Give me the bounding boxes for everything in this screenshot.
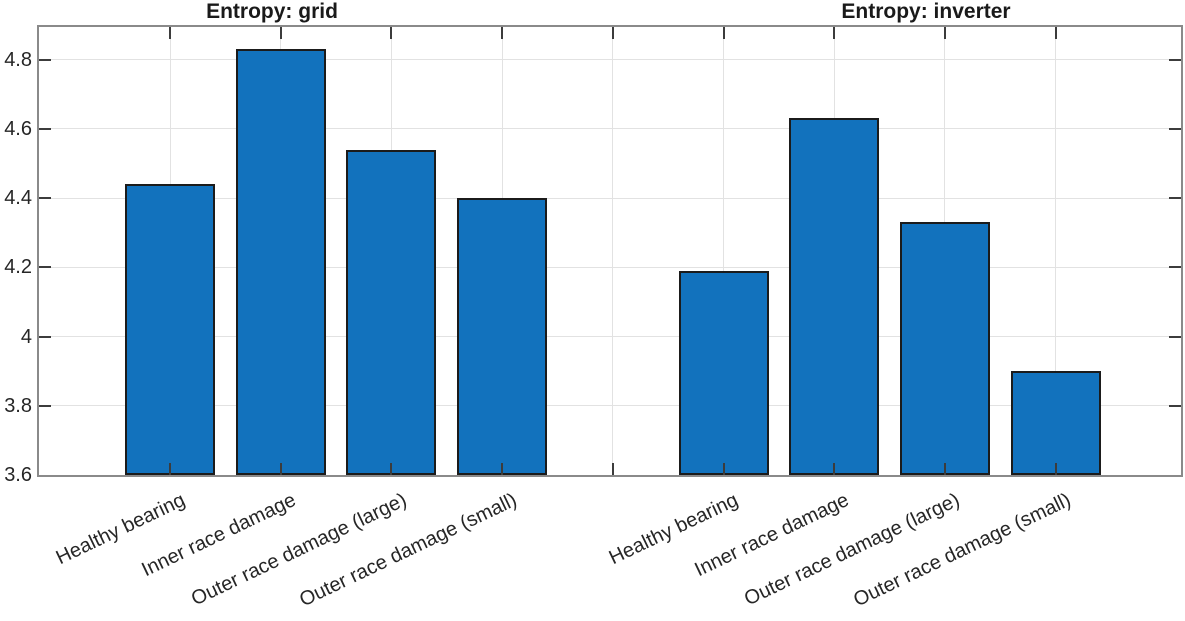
x-tick-mark [1054, 463, 1057, 475]
x-tick-mark [1054, 27, 1057, 39]
y-tick-mark [39, 197, 51, 200]
x-tick-mark [722, 27, 725, 39]
y-tick-label: 4.2 [4, 256, 32, 279]
y-tick-mark [39, 127, 51, 130]
v-gridline [612, 25, 614, 475]
y-tick-label: 4.6 [4, 117, 32, 140]
h-gridline [37, 336, 1181, 338]
x-tick-mark [611, 463, 614, 475]
x-tick-mark [722, 463, 725, 475]
x-tick-mark [501, 27, 504, 39]
bar [457, 198, 548, 475]
x-tick-mark [943, 463, 946, 475]
y-tick-mark [1169, 266, 1181, 269]
v-gridline [1055, 25, 1057, 475]
y-tick-mark [1169, 404, 1181, 407]
x-tick-mark [390, 463, 393, 475]
y-tick-label: 4.8 [4, 48, 32, 71]
h-gridline [37, 197, 1181, 199]
x-tick-mark [943, 27, 946, 39]
bar [899, 222, 990, 475]
y-tick-mark [39, 58, 51, 61]
bar [1010, 371, 1101, 475]
bar [235, 49, 326, 475]
x-tick-mark [833, 27, 836, 39]
bar [789, 118, 880, 475]
h-gridline [37, 59, 1181, 61]
axis-spine-right [1181, 25, 1183, 477]
y-tick-mark [1169, 197, 1181, 200]
x-tick-mark [611, 27, 614, 39]
x-tick-mark [279, 27, 282, 39]
bar [125, 184, 215, 475]
y-tick-label: 4.4 [4, 187, 32, 210]
y-tick-mark [1169, 127, 1181, 130]
bar [678, 270, 769, 475]
bar [346, 149, 437, 475]
x-tick-mark [390, 27, 393, 39]
y-tick-mark [39, 404, 51, 407]
x-tick-mark [169, 463, 171, 475]
y-tick-label: 3.6 [4, 464, 32, 486]
x-tick-mark [169, 27, 171, 39]
x-tick-mark [279, 463, 282, 475]
h-gridline [37, 128, 1181, 130]
v-gridline [723, 25, 724, 475]
y-tick-mark [39, 335, 51, 338]
axis-spine-top [37, 25, 1183, 27]
y-tick-mark [39, 266, 51, 269]
y-tick-mark [1169, 335, 1181, 338]
chart-title-left: Entropy: grid [206, 0, 338, 23]
y-tick-label: 4 [20, 325, 32, 348]
h-gridline [37, 405, 1181, 407]
x-tick-mark [833, 463, 836, 475]
y-tick-label: 3.8 [4, 394, 32, 417]
chart-title-right: Entropy: inverter [841, 0, 1011, 23]
h-gridline [37, 266, 1181, 268]
x-tick-mark [501, 463, 504, 475]
axis-spine-left [37, 25, 39, 477]
y-tick-mark [1169, 58, 1181, 61]
axis-spine-bottom [37, 475, 1183, 477]
